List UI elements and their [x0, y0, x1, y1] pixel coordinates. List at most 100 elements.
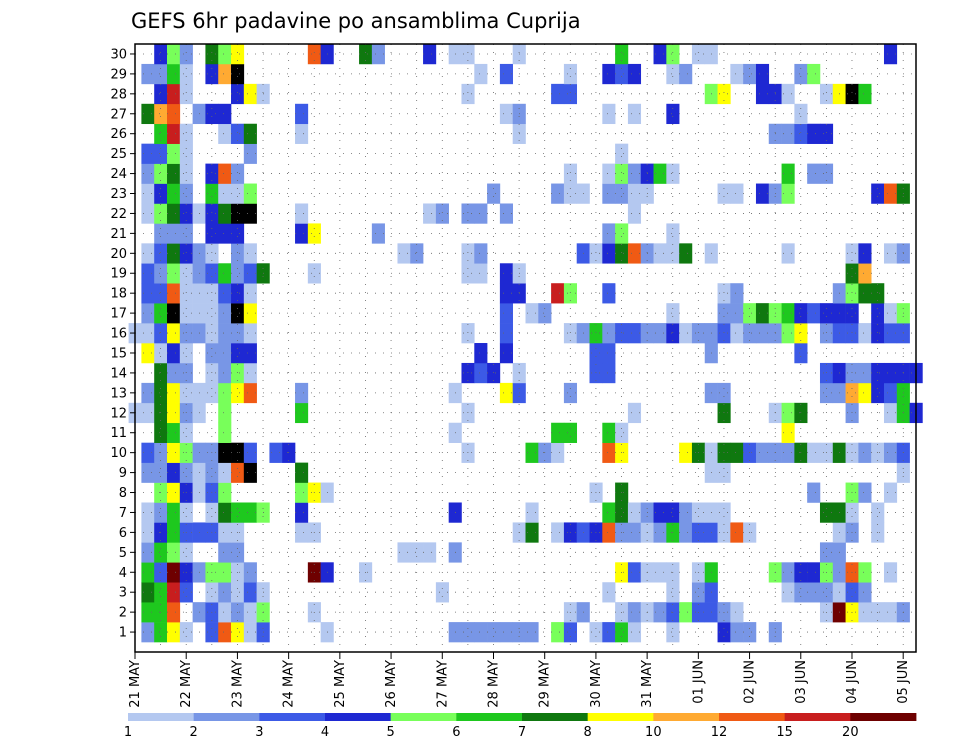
heatmap-cell: [167, 502, 181, 523]
heatmap-cell: [653, 243, 667, 264]
heatmap-cell: [218, 203, 232, 224]
heatmap-cell: [781, 163, 795, 184]
legend-swatch: [850, 713, 917, 721]
y-tick-label: 16: [110, 327, 127, 342]
legend-label: 6: [452, 725, 460, 740]
x-tick-label: 23 MAY: [230, 660, 245, 708]
heatmap-cell: [295, 123, 309, 144]
heatmap-cell: [179, 283, 193, 304]
heatmap-cell: [563, 63, 578, 85]
y-tick-label: 29: [110, 67, 127, 82]
heatmap-cell: [461, 203, 475, 224]
y-tick-label: 7: [119, 506, 127, 521]
heatmap-cell: [653, 502, 667, 523]
y-tick-label: 3: [119, 586, 127, 601]
heatmap-cell: [730, 622, 744, 643]
heatmap-cell: [691, 44, 706, 65]
heatmap-cell: [154, 542, 168, 563]
heatmap-cell: [615, 63, 629, 85]
heatmap-cell: [845, 83, 859, 105]
heatmap-cell: [179, 303, 193, 324]
heatmap-cell: [243, 183, 257, 204]
heatmap-cell: [883, 562, 898, 583]
heatmap-cell: [231, 243, 245, 264]
heatmap-cell: [154, 44, 168, 65]
heatmap-cell: [205, 362, 219, 384]
heatmap-cell: [179, 422, 193, 443]
heatmap-cell: [141, 283, 155, 304]
heatmap-cell: [218, 343, 232, 364]
heatmap-cell: [602, 422, 616, 443]
heatmap-cell: [499, 103, 513, 125]
heatmap-cell: [666, 323, 680, 344]
heatmap-cell: [615, 622, 629, 643]
legend-label: 5: [387, 725, 395, 740]
heatmap-cell: [627, 183, 642, 204]
y-tick-label: 4: [119, 566, 127, 581]
heatmap-cell: [167, 263, 181, 284]
heatmap-cell: [243, 562, 257, 583]
heatmap-cell: [845, 502, 859, 523]
heatmap-cell: [525, 522, 539, 543]
heatmap-cell: [845, 362, 859, 384]
heatmap-cell: [141, 163, 155, 184]
heatmap-cell: [551, 422, 565, 443]
heatmap-cell: [154, 183, 168, 204]
x-tick-label: 05 JUN: [896, 660, 911, 704]
heatmap-cell: [218, 402, 232, 424]
heatmap-cell: [179, 143, 193, 164]
heatmap-cell: [231, 263, 245, 284]
legend-label: 10: [645, 725, 662, 740]
heatmap-cell: [499, 303, 513, 324]
heatmap-cell: [218, 362, 232, 384]
heatmap-cell: [218, 442, 232, 463]
heatmap-cell: [218, 382, 232, 404]
heatmap-cell: [295, 103, 309, 125]
heatmap-cell: [141, 243, 155, 264]
heatmap-cell: [179, 243, 193, 264]
heatmap-cell: [589, 343, 603, 364]
plot-frame: [134, 43, 917, 653]
heatmap-cell: [743, 323, 757, 344]
legend-label: 15: [776, 725, 793, 740]
heatmap-cell: [819, 502, 834, 523]
heatmap-cell: [218, 622, 232, 643]
heatmap-cell: [167, 482, 181, 503]
heatmap-cell: [858, 283, 872, 304]
heatmap-cell: [819, 323, 834, 344]
legend-swatch: [587, 713, 654, 721]
heatmap-cell: [243, 283, 257, 304]
heatmap-cell: [461, 83, 475, 105]
heatmap-cell: [167, 303, 181, 324]
heatmap-cell: [141, 63, 155, 85]
heatmap-cell: [371, 44, 385, 65]
heatmap-cell: [858, 582, 872, 603]
heatmap-cell: [755, 63, 770, 85]
heatmap-cell: [231, 183, 245, 204]
heatmap-cell: [295, 502, 309, 523]
heatmap-cell: [461, 263, 475, 284]
heatmap-cell: [781, 402, 795, 424]
heatmap-cell: [883, 303, 898, 324]
heatmap-cell: [781, 183, 795, 204]
heatmap-cell: [231, 462, 245, 483]
heatmap-cell: [218, 462, 232, 483]
heatmap-cell: [218, 562, 232, 583]
heatmap-cell: [154, 143, 168, 164]
heatmap-cell: [615, 323, 629, 344]
y-tick-label: 2: [119, 606, 127, 621]
heatmap-cell: [666, 103, 680, 125]
heatmap-cell: [819, 83, 834, 105]
heatmap-cell: [141, 103, 155, 125]
heatmap-cell: [141, 622, 155, 643]
heatmap-cell: [883, 44, 898, 65]
heatmap-cell: [858, 83, 872, 105]
heatmap-cell: [167, 283, 181, 304]
heatmap-cell: [730, 183, 744, 204]
x-tick-label: 26 MAY: [384, 660, 399, 708]
heatmap-cell: [525, 303, 539, 324]
heatmap-cell: [243, 203, 257, 224]
heatmap-cell: [551, 442, 565, 463]
heatmap-cell: [295, 522, 309, 543]
heatmap-cell: [794, 303, 808, 324]
